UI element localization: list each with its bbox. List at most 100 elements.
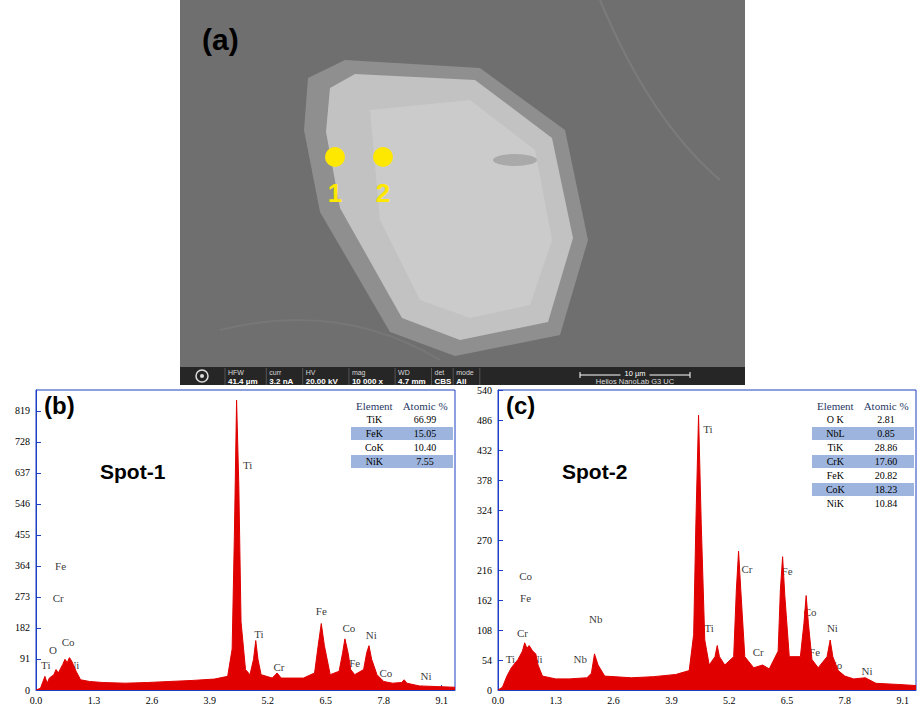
svg-text:Ni: Ni	[827, 622, 838, 634]
svg-text:Ti: Ti	[705, 622, 714, 634]
svg-text:486: 486	[477, 415, 492, 426]
svg-text:det: det	[435, 369, 445, 376]
svg-text:Cr: Cr	[742, 563, 753, 575]
svg-text:0.0: 0.0	[30, 695, 43, 706]
html-text:O K: O K	[826, 414, 844, 425]
svg-text:216: 216	[477, 565, 492, 576]
svg-text:mag: mag	[352, 369, 366, 377]
html-text:66.99: 66.99	[413, 414, 437, 425]
svg-text:540: 540	[477, 385, 492, 396]
svg-text:2.6: 2.6	[146, 695, 159, 706]
svg-text:54: 54	[482, 655, 492, 666]
svg-text:6.5: 6.5	[319, 695, 332, 706]
svg-text:364: 364	[15, 560, 30, 571]
svg-text:Nb: Nb	[589, 613, 603, 625]
svg-text:91: 91	[20, 653, 30, 664]
html-text:Spot-2: Spot-2	[562, 460, 628, 483]
svg-text:6.5: 6.5	[781, 695, 794, 706]
svg-text:3.9: 3.9	[665, 695, 678, 706]
svg-text:Ti: Ti	[703, 423, 712, 435]
html-text:7.55: 7.55	[416, 456, 434, 467]
svg-text:Ti: Ti	[243, 459, 252, 471]
html-text:NiK: NiK	[365, 456, 383, 467]
svg-text:Ti: Ti	[254, 628, 263, 640]
html-text:TiK: TiK	[366, 414, 383, 425]
svg-text:1.3: 1.3	[88, 695, 101, 706]
svg-text:Ni: Ni	[421, 670, 432, 682]
svg-text:3.9: 3.9	[204, 695, 217, 706]
html-text:Atomic %: Atomic %	[402, 400, 448, 412]
svg-text:Co: Co	[62, 636, 75, 648]
svg-text:Co: Co	[803, 606, 817, 619]
svg-text:455: 455	[15, 529, 30, 540]
svg-text:CBS: CBS	[435, 377, 453, 386]
svg-text:9.1: 9.1	[435, 695, 448, 706]
svg-text:182: 182	[15, 622, 30, 633]
html-text:10.40: 10.40	[413, 442, 437, 453]
svg-text:4.7 mm: 4.7 mm	[398, 377, 426, 386]
html-text:Atomic %: Atomic %	[863, 400, 909, 412]
svg-text:1.3: 1.3	[550, 695, 563, 706]
svg-text:(a): (a)	[202, 23, 239, 56]
svg-text:Ti: Ti	[41, 659, 50, 671]
svg-text:Fe: Fe	[520, 592, 531, 604]
svg-text:378: 378	[477, 475, 492, 486]
svg-text:Fe: Fe	[349, 657, 361, 670]
html-text:2.81: 2.81	[877, 414, 895, 425]
svg-text:Cr: Cr	[53, 592, 64, 604]
svg-text:273: 273	[15, 591, 30, 602]
svg-text:curr: curr	[269, 369, 282, 376]
svg-text:Cr: Cr	[517, 627, 528, 639]
svg-text:Ni: Ni	[366, 629, 377, 641]
svg-text:162: 162	[477, 595, 492, 606]
html-text:Element: Element	[817, 400, 854, 412]
svg-text:Co: Co	[342, 622, 355, 634]
svg-text:Nb: Nb	[574, 653, 588, 665]
svg-text:Ni: Ni	[862, 665, 873, 677]
svg-text:7.8: 7.8	[839, 695, 852, 706]
svg-text:Cr: Cr	[273, 661, 284, 673]
svg-text:2: 2	[376, 178, 390, 208]
html-text:15.05: 15.05	[413, 428, 437, 439]
svg-text:mode: mode	[456, 369, 474, 376]
svg-text:WD: WD	[398, 369, 410, 376]
svg-text:Ti: Ti	[506, 653, 515, 665]
svg-text:5.2: 5.2	[262, 695, 275, 706]
html-text:Spot-1: Spot-1	[100, 460, 166, 483]
svg-text:Fe: Fe	[55, 560, 66, 572]
svg-text:Co: Co	[379, 667, 392, 679]
svg-text:HV: HV	[306, 369, 316, 376]
svg-text:Fe: Fe	[316, 605, 327, 617]
svg-text:Fe: Fe	[809, 646, 821, 659]
svg-text:HFW: HFW	[228, 369, 244, 376]
svg-text:637: 637	[15, 467, 30, 478]
svg-text:728: 728	[15, 436, 30, 447]
svg-text:270: 270	[477, 535, 492, 546]
svg-text:432: 432	[477, 445, 492, 456]
svg-text:819: 819	[15, 405, 30, 416]
html-text:(c): (c)	[506, 392, 536, 419]
svg-text:10 000 x: 10 000 x	[352, 377, 384, 386]
svg-text:3.2 nA: 3.2 nA	[269, 377, 293, 386]
svg-text:O: O	[49, 644, 57, 656]
svg-text:Cr: Cr	[753, 646, 764, 658]
svg-text:5.2: 5.2	[723, 695, 736, 706]
svg-text:All: All	[456, 377, 466, 386]
svg-text:9.1: 9.1	[896, 695, 909, 706]
html-text:FeK: FeK	[365, 428, 383, 439]
svg-text:41.4 µm: 41.4 µm	[228, 377, 258, 386]
svg-text:Fe: Fe	[781, 564, 793, 577]
svg-text:20.00 kV: 20.00 kV	[306, 377, 339, 386]
svg-text:2.6: 2.6	[607, 695, 620, 706]
html-text:CoK: CoK	[364, 442, 384, 453]
svg-text:1: 1	[328, 178, 342, 208]
svg-text:324: 324	[477, 505, 492, 516]
svg-text:108: 108	[477, 625, 492, 636]
html-text:Element: Element	[356, 400, 393, 412]
svg-text:Co: Co	[519, 570, 532, 582]
svg-text:546: 546	[15, 498, 30, 509]
svg-text:7.8: 7.8	[377, 695, 390, 706]
svg-text:0.0: 0.0	[492, 695, 505, 706]
svg-text:Helios NanoLab G3 UC: Helios NanoLab G3 UC	[596, 377, 675, 385]
html-text:(b): (b)	[44, 392, 75, 419]
